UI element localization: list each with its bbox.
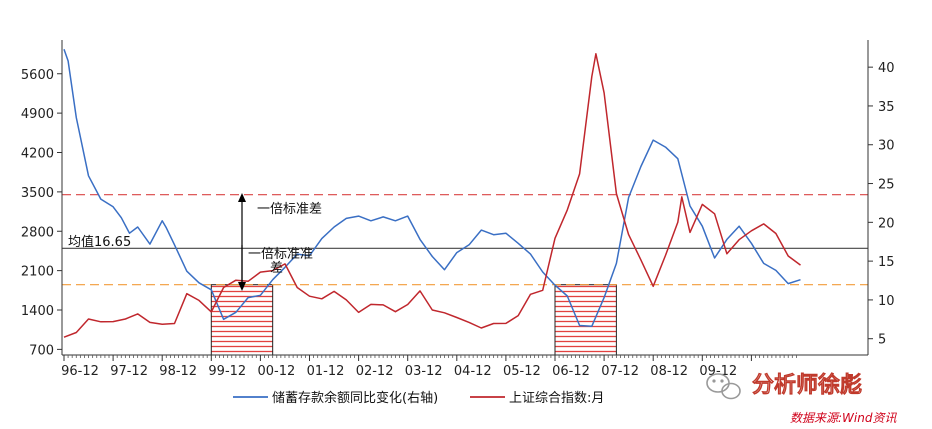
x-tick-label: 06-12 [552,364,590,379]
x-tick-label: 09-12 [699,364,737,379]
x-tick-label: 08-12 [650,364,688,379]
left-tick-label: 5600 [21,68,54,83]
upper-std-label: 一倍标准差 [257,202,322,217]
right-tick-label: 15 [878,255,895,270]
wechat-icon [706,373,741,400]
watermark: 分析师徐彪 [706,372,862,400]
source-note: 数据来源:Wind资讯 [790,411,897,425]
right-tick-label: 5 [878,333,886,348]
x-tick-label: 03-12 [405,364,443,379]
series-line-shanghai-index [63,53,801,338]
std-arrow-up-head [238,193,246,202]
left-tick-label: 4200 [21,147,54,162]
x-tick-label: 96-12 [61,364,99,379]
x-tick-label: 98-12 [159,364,197,379]
legend-label-savings: 储蓄存款余额同比变化(右轴) [272,390,438,406]
right-tick-label: 25 [878,178,895,193]
x-tick-label: 04-12 [454,364,492,379]
watermark-text: 分析师徐彪 [752,372,862,398]
left-tick-label: 2800 [21,225,54,240]
left-tick-label: 1400 [21,304,54,319]
reference-lines [62,194,868,286]
left-tick-label: 3500 [21,186,54,201]
x-axis: 96-12 97-12 98-12 99-12 00-12 01-12 02-12 03-12… [61,355,797,379]
x-tick-label: 05-12 [503,364,541,379]
plot-frame [61,40,869,356]
x-tick-label: 99-12 [208,364,246,379]
std-annotations: 一倍标准差 一倍标准准 差 均值16.65 [68,193,322,291]
left-tick-label: 700 [29,343,54,358]
left-tick-label: 4900 [21,107,54,122]
series-lines [63,49,801,338]
series-line-savings-yoy [63,49,801,328]
legend-label-index: 上证综合指数:月 [509,391,604,406]
right-tick-label: 40 [878,61,895,76]
lower-std-label-line1: 一倍标准准 [248,247,313,262]
x-tick-label: 97-12 [110,364,148,379]
left-axis: 700 1400 2100 2800 3500 4200 4900 5600 [21,68,62,358]
lower-std-label-line2: 差 [270,261,283,276]
right-axis: 5 10 15 20 25 30 35 40 [868,61,895,348]
shaded-period-1 [210,284,274,356]
right-tick-label: 10 [878,294,895,309]
mean-label: 均值16.65 [68,234,131,250]
x-tick-label: 07-12 [601,364,639,379]
std-arrow-down-head [238,282,246,291]
shaded-periods [210,284,617,356]
x-tick-label: 02-12 [356,364,394,379]
right-tick-label: 35 [878,100,895,115]
shaded-period-2 [554,284,617,356]
legend: 储蓄存款余额同比变化(右轴) 上证综合指数:月 [233,390,604,406]
right-tick-label: 20 [878,216,895,231]
left-tick-label: 2100 [21,265,54,280]
x-tick-label: 01-12 [307,364,345,379]
right-tick-label: 30 [878,139,895,154]
x-tick-label: 00-12 [258,364,296,379]
